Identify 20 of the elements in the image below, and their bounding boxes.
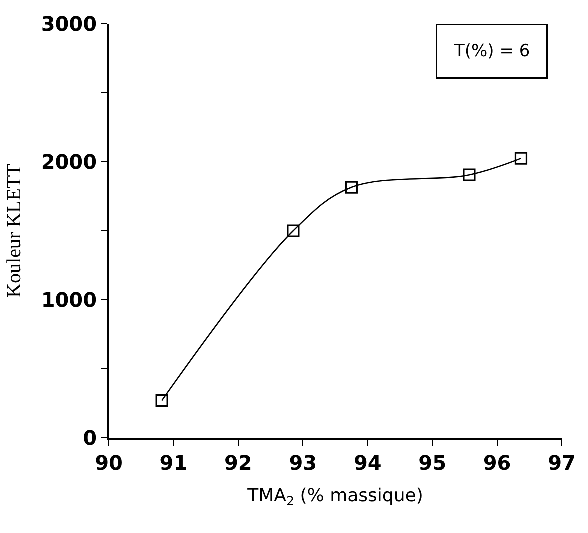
annotation: T(%) = 6 [454, 42, 530, 62]
x-tick-label: 91 [160, 451, 188, 475]
point [287, 224, 300, 238]
x-tick-label: 92 [224, 451, 252, 475]
x-axis-title: TMA$_{2}$ (% massique) [246, 486, 424, 508]
x-tick-label: 97 [548, 451, 576, 475]
x-tick-label: 96 [483, 451, 512, 475]
y-tick-label: 3000 [41, 12, 97, 36]
x-tick-label: 95 [418, 451, 446, 475]
point [463, 168, 476, 182]
y-tick-label: 1000 [41, 288, 97, 312]
x-tick-label: 90 [95, 451, 123, 475]
y-axis-title: Kouleur KLETT [3, 164, 26, 298]
y-tick-label: 2000 [41, 150, 97, 174]
x-tick-label: 94 [354, 451, 382, 475]
point [156, 394, 168, 408]
y-tick-label: 0 [83, 426, 97, 450]
point [514, 152, 528, 165]
x-tick-label: 93 [289, 451, 318, 475]
point [345, 181, 358, 194]
